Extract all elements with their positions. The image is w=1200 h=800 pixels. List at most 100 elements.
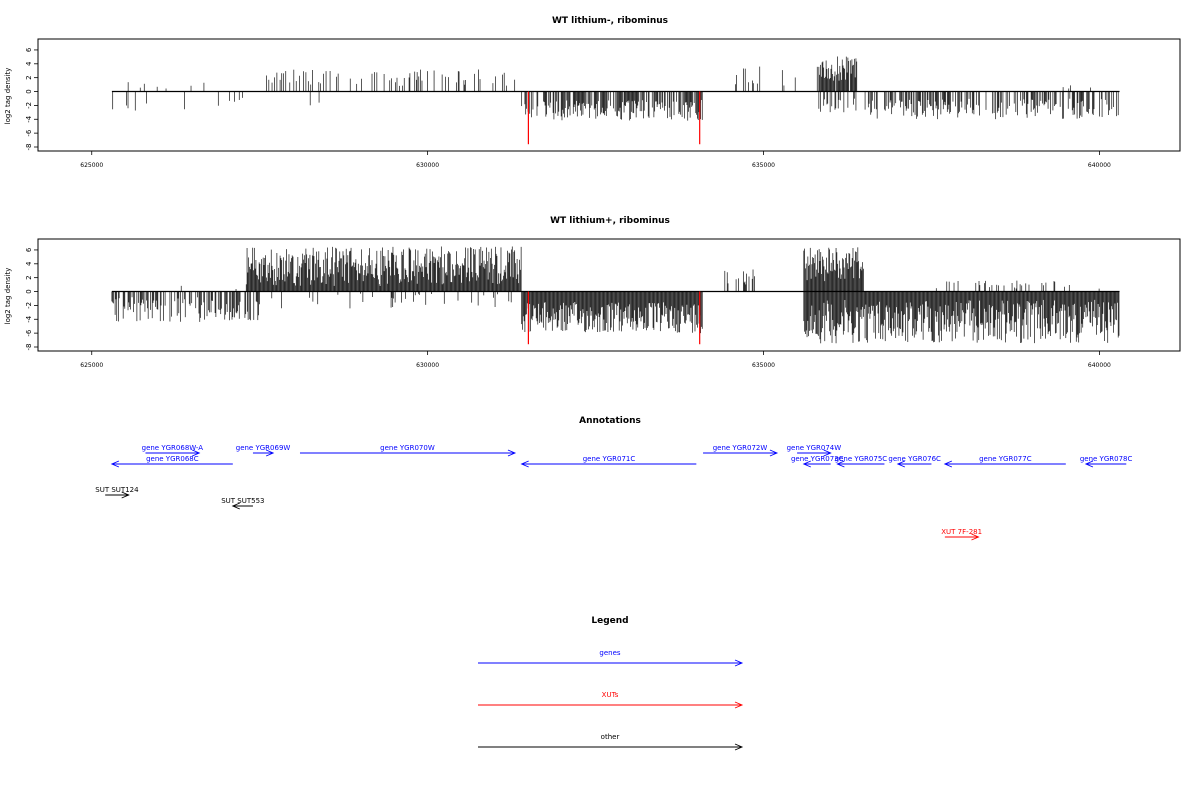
arrowhead bbox=[734, 701, 744, 709]
feature-label: SUT SUT124 bbox=[95, 486, 139, 494]
arrowhead bbox=[265, 449, 275, 457]
arrowhead bbox=[121, 491, 130, 499]
panel-title: WT lithium+, ribominus bbox=[550, 216, 670, 226]
y-axis-label: log2 tag density bbox=[4, 268, 12, 325]
x-tick-label: 625000 bbox=[80, 162, 103, 169]
feature-label: SUT SUT553 bbox=[221, 497, 264, 505]
arrowhead bbox=[1084, 460, 1094, 468]
feature-gene-ygr074w: gene YGR074W bbox=[787, 444, 842, 457]
arrowhead bbox=[192, 449, 201, 457]
feature-label: gene YGR078C bbox=[1080, 455, 1133, 463]
feature-sut-sut124: SUT SUT124 bbox=[95, 486, 139, 499]
feature-label: gene YGR074W bbox=[787, 444, 842, 452]
arrowhead bbox=[836, 460, 845, 468]
x-tick-label: 640000 bbox=[1088, 162, 1111, 169]
feature-label: gene YGR077C bbox=[979, 455, 1032, 463]
x-tick-label: 630000 bbox=[416, 362, 439, 369]
x-axis: 625000 630000 635000 640000 bbox=[80, 351, 1111, 369]
y-tick-label: 0 bbox=[25, 89, 33, 93]
feature-gene-ygr069w: gene YGR069W bbox=[236, 444, 291, 457]
feature-label: gene YGR069W bbox=[236, 444, 291, 452]
arrowhead bbox=[823, 449, 832, 457]
feature-list: gene YGR068W-A gene YGR069W gene YGR070W ge… bbox=[95, 444, 1133, 541]
panel-title: WT lithium-, ribominus bbox=[552, 16, 668, 26]
y-tick-label: -4 bbox=[25, 315, 33, 323]
feature-gene-ygr077c: gene YGR077C bbox=[943, 455, 1066, 468]
arrowhead bbox=[734, 659, 744, 667]
y-tick-label: 4 bbox=[25, 261, 33, 266]
y-tick-label: -6 bbox=[25, 329, 33, 337]
legend-item-other: other bbox=[478, 733, 744, 751]
y-axis: -8 -6 -4 -2 0 2 4 6 bbox=[25, 47, 38, 150]
annotations-track: Annotations gene YGR068W-A gene YGR069W ge… bbox=[95, 416, 1133, 541]
legend-label: other bbox=[601, 733, 620, 741]
feature-label: gene YGR071C bbox=[583, 455, 636, 463]
feature-label: gene YGR070W bbox=[380, 444, 435, 452]
plot-frame bbox=[37, 38, 1181, 152]
plot-frame bbox=[37, 238, 1181, 352]
feature-label: gene YGR073C bbox=[791, 455, 844, 463]
y-axis: -8 -6 -4 -2 0 2 4 6 bbox=[25, 247, 38, 350]
x-tick-label: 625000 bbox=[80, 362, 103, 369]
legend-item-genes: genes bbox=[478, 649, 744, 667]
legend-label: genes bbox=[599, 649, 620, 657]
feature-gene-ygr068w-a: gene YGR068W-A bbox=[142, 444, 204, 457]
feature-label: gene YGR068W-A bbox=[142, 444, 204, 452]
arrowhead bbox=[734, 743, 744, 751]
y-tick-label: 6 bbox=[25, 47, 33, 52]
feature-gene-ygr068c: gene YGR068C bbox=[110, 455, 233, 468]
track-panel-lithium-plus: WT lithium+, ribominus log2 tag density … bbox=[4, 216, 1181, 369]
y-tick-label: 2 bbox=[25, 75, 33, 79]
feature-label: gene YGR072W bbox=[713, 444, 768, 452]
feature-gene-ygr076c: gene YGR076C bbox=[888, 455, 941, 468]
arrowhead bbox=[231, 502, 240, 510]
feature-label: gene YGR075C bbox=[835, 455, 888, 463]
y-axis-label: log2 tag density bbox=[4, 68, 12, 125]
arrowhead bbox=[769, 449, 779, 457]
y-tick-label: -2 bbox=[25, 302, 33, 309]
annotations-title: Annotations bbox=[579, 416, 641, 426]
density-bars bbox=[111, 246, 1120, 344]
legend-item-xuts: XUTs bbox=[478, 691, 744, 709]
legend-label: XUTs bbox=[602, 691, 619, 699]
y-tick-label: 0 bbox=[25, 289, 33, 293]
x-tick-label: 635000 bbox=[752, 162, 775, 169]
highlight-bars bbox=[527, 91, 701, 145]
feature-gene-ygr078c: gene YGR078C bbox=[1080, 455, 1133, 468]
feature-xut-7f-281: XUT 7F-281 bbox=[941, 528, 982, 541]
feature-sut-sut553: SUT SUT553 bbox=[221, 497, 265, 510]
feature-label: gene YGR076C bbox=[888, 455, 941, 463]
x-axis: 625000 630000 635000 640000 bbox=[80, 151, 1111, 169]
y-tick-label: -4 bbox=[25, 115, 33, 123]
y-tick-label: -8 bbox=[25, 144, 33, 151]
density-bars bbox=[112, 56, 1119, 121]
feature-gene-ygr072w: gene YGR072W bbox=[703, 444, 779, 457]
y-tick-label: 4 bbox=[25, 61, 33, 66]
y-tick-label: 2 bbox=[25, 275, 33, 279]
arrowhead bbox=[943, 460, 953, 468]
arrowhead bbox=[971, 533, 980, 541]
x-tick-label: 635000 bbox=[752, 362, 775, 369]
y-tick-label: -2 bbox=[25, 102, 33, 109]
x-tick-label: 630000 bbox=[416, 162, 439, 169]
feature-label: gene YGR068C bbox=[146, 455, 199, 463]
y-tick-label: 6 bbox=[25, 247, 33, 252]
feature-gene-ygr071c: gene YGR071C bbox=[520, 455, 697, 468]
feature-label: XUT 7F-281 bbox=[941, 528, 982, 536]
legend-items: genes XUTs other bbox=[478, 649, 744, 751]
x-tick-label: 640000 bbox=[1088, 362, 1111, 369]
feature-gene-ygr073c: gene YGR073C bbox=[791, 455, 844, 468]
arrowhead bbox=[802, 460, 811, 468]
highlight-bars bbox=[527, 291, 701, 345]
arrowhead bbox=[507, 449, 517, 457]
y-tick-label: -6 bbox=[25, 129, 33, 137]
arrowhead bbox=[520, 460, 529, 468]
legend: Legend genes XUTs other bbox=[478, 616, 744, 751]
track-panel-lithium-minus: WT lithium-, ribominus log2 tag density … bbox=[4, 16, 1181, 169]
arrowhead bbox=[896, 460, 906, 468]
feature-gene-ygr070w: gene YGR070W bbox=[299, 444, 517, 457]
y-tick-label: -8 bbox=[25, 344, 33, 351]
feature-gene-ygr075c: gene YGR075C bbox=[835, 455, 888, 468]
legend-title: Legend bbox=[591, 616, 628, 626]
